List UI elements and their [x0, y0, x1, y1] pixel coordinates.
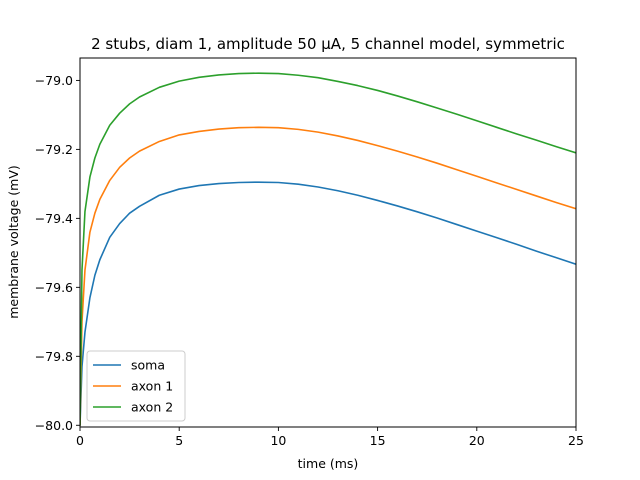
series-line-axon-1: [80, 126, 576, 427]
series-line-axon-2: [80, 72, 576, 427]
x-tick-label: 20: [469, 433, 485, 448]
y-tick-label: −80.0: [35, 418, 73, 433]
y-axis-label: membrane voltage (mV): [6, 165, 21, 319]
chart-title: 2 stubs, diam 1, amplitude 50 μA, 5 chan…: [91, 35, 565, 53]
y-axis: −80.0 −79.8 −79.6 −79.4 −79.2 −79.0: [35, 73, 80, 433]
series-line-soma: [80, 181, 576, 427]
x-tick-label: 15: [370, 433, 386, 448]
legend-label-axon-1: axon 1: [131, 379, 173, 394]
legend-box: [86, 350, 186, 422]
y-tick-label: −79.8: [35, 349, 73, 364]
y-tick-label: −79.6: [35, 280, 73, 295]
x-axis-label: time (ms): [298, 456, 359, 471]
legend-label-axon-2: axon 2: [131, 400, 173, 415]
x-tick-label: 0: [76, 433, 84, 448]
x-tick-label: 10: [270, 433, 286, 448]
y-tick-label: −79.4: [35, 211, 73, 226]
y-tick-label: −79.2: [35, 142, 73, 157]
x-axis: 0 5 10 15 20 25: [76, 427, 584, 448]
x-tick-label: 5: [175, 433, 183, 448]
plot-frame: [79, 57, 577, 428]
legend-label-soma: soma: [131, 358, 165, 373]
y-tick-label: −79.0: [35, 73, 73, 88]
legend: soma axon 1 axon 2: [86, 350, 186, 422]
x-tick-label: 25: [568, 433, 584, 448]
series-layer: [80, 72, 576, 427]
